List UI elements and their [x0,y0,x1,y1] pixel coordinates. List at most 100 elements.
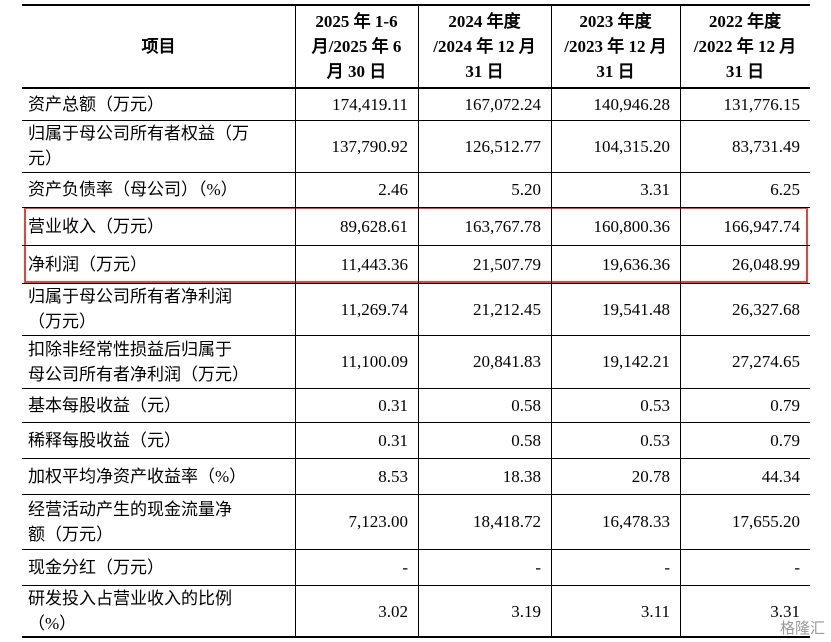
text-line: 月/2025 年 6 [311,37,402,56]
value-cell: 0.31 [378,430,408,450]
value-cell: - [402,557,408,577]
text-line: 元） [28,149,62,168]
value-cell: 5.20 [511,180,541,199]
header-cell: 2025 年 1-6 月/2025 年 6 月 30 日 [295,5,418,88]
value-cell: - [794,557,800,577]
row-label: 归属于母公司所有者权益（万 元） [22,120,295,172]
row-label: 净利润（万元） [22,245,295,283]
column-border [680,5,681,637]
row-label: 基本每股收益（元） [22,388,295,422]
value-cell: 0.79 [770,395,800,415]
row-border [22,422,810,423]
row-border [22,172,810,173]
value-cell: 11,443.36 [340,254,408,274]
text-line: 净利润（万元） [28,254,147,274]
row-label: 研发投入占营业收入的比例 （%） [22,585,295,637]
header-cell: 项目 [22,5,295,88]
row-border [22,494,810,495]
text-line: 2024 年度 [448,12,521,31]
value-cell: 20.78 [631,466,670,486]
row-label: 现金分红（万元） [22,549,295,585]
value-cell: 160,800.36 [593,216,671,236]
value-cell: 17,655.20 [732,512,800,531]
value-cell: 166,947.74 [723,216,801,236]
text-line: 资产总额（万元） [28,94,164,114]
text-line: 归属于母公司所有者权益（万 [28,124,249,143]
value-cell: - [664,557,670,577]
text-line: 研发投入占营业收入的比例 [28,589,232,608]
value-cell: 0.31 [378,395,408,415]
row-border [22,458,810,459]
row-label: 营业收入（万元） [22,207,295,245]
row-border [22,636,810,638]
text-line: （%） [28,614,77,633]
text-line: 现金分红（万元） [28,557,164,577]
value-cell: 3.31 [770,601,800,621]
text-line: 2022 年度 [708,12,782,31]
text-line: 扣除非经常性损益后归属于 [28,339,232,359]
value-cell: 104,315.20 [593,136,671,156]
value-cell: - [535,557,541,577]
value-cell: 174,419.11 [332,94,408,114]
value-cell: 3.31 [640,180,670,199]
row-border [22,207,810,208]
row-border [22,120,810,121]
value-cell: 89,628.61 [340,216,408,236]
text-line: 经营活动产生的现金流量净 [28,499,232,519]
row-label: 加权平均净资产收益率（%） [22,458,295,494]
value-cell: 0.79 [770,430,800,450]
text-line: /2022 年 12 月 [693,37,797,56]
text-line: /2024 年 12 月 [433,37,536,56]
value-cell: 6.25 [770,180,800,199]
value-cell: 163,767.78 [464,216,542,236]
value-cell: 16,478.33 [602,512,670,531]
text-line: 31 日 [465,62,504,81]
value-cell: 131,776.15 [723,94,801,114]
value-cell: 11,269.74 [340,299,408,319]
header-cell: 2022 年度/2022 年 12 月 31 日 [680,5,810,88]
value-cell: 19,541.48 [602,299,670,319]
text-line: 营业收入（万元） [28,216,164,236]
value-cell: 0.53 [640,395,670,415]
watermark: 格隆汇 [779,619,825,637]
value-cell: 126,512.77 [464,136,542,156]
value-cell: 11,100.09 [340,352,408,371]
text-line: 稀释每股收益（元） [28,430,181,450]
row-label: 归属于母公司所有者净利润 （万元） [22,283,295,335]
row-label: 资产负债率（母公司）（%） [22,172,295,207]
value-cell: 8.53 [378,466,408,486]
value-cell: 7,123.00 [348,512,409,531]
text-line: 项目 [141,37,176,56]
value-cell: 0.58 [511,430,541,450]
text-line: 2023 年度 [579,12,652,31]
header-cell: 2024 年度/2024 年 12 月 31 日 [418,5,551,88]
row-label: 资产总额（万元） [22,88,295,120]
row-border [22,87,810,89]
row-border [22,4,810,6]
value-cell: 83,731.49 [732,136,800,156]
value-cell: 3.02 [378,601,408,621]
value-cell: 18,418.72 [473,512,541,531]
text-line: 31 日 [596,62,635,81]
value-cell: 26,327.68 [732,299,800,319]
row-label: 经营活动产生的现金流量净 额（万元） [22,494,295,549]
text-line: 母公司所有者净利润（万元） [28,364,249,384]
value-cell: 20,841.83 [473,352,541,371]
value-cell: 26,048.99 [732,254,800,274]
text-line: 归属于母公司所有者净利润 [28,287,232,306]
value-cell: 21,507.79 [473,254,541,274]
column-border [295,5,296,637]
value-cell: 21,212.45 [473,299,541,319]
value-cell: 0.53 [640,430,670,450]
value-cell: 2.46 [378,180,408,199]
row-border [22,245,810,246]
row-label: 稀释每股收益（元） [22,422,295,458]
row-border [22,388,810,389]
text-line: 资产负债率（母公司）（%） [28,180,238,199]
value-cell: 0.58 [511,395,541,415]
row-border [22,585,810,586]
value-cell: 137,790.92 [331,136,409,156]
value-cell: 167,072.24 [464,94,542,114]
value-cell: 19,142.21 [602,352,670,371]
